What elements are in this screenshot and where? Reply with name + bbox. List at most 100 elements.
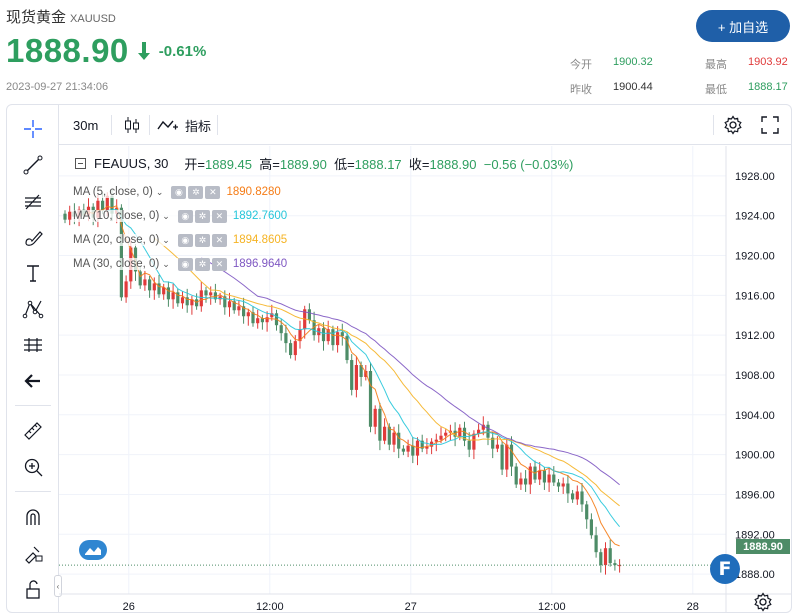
candle-body (340, 332, 344, 337)
ma-label: MA (30, close, 0) (73, 258, 160, 270)
lock-draw-icon[interactable] (17, 539, 49, 567)
candle-body (439, 435, 443, 440)
add-watchlist-button[interactable]: + 加自选 (696, 10, 790, 42)
candle-body (430, 441, 434, 447)
low-value: 1888.17 (354, 157, 402, 172)
ma-label: MA (20, close, 0) (73, 234, 160, 246)
ma-row-10[interactable]: MA (10, close, 0) ⌄ ◉ ✲ ✕ 1892.7600 (73, 207, 287, 225)
candle-body (162, 287, 166, 295)
candle-body (270, 313, 274, 318)
pattern-icon[interactable] (17, 295, 49, 323)
forecast-icon[interactable] (17, 331, 49, 359)
indicators-button[interactable]: 指标 (157, 113, 211, 137)
stat-low: 最低 1888.17 (705, 81, 788, 97)
price-row: 1888.90 -0.61% (6, 32, 206, 70)
interval-selector[interactable]: 30m (73, 117, 99, 133)
ma-line-5 (83, 205, 620, 547)
collapse-toolbar-handle[interactable]: ‹ (54, 575, 62, 597)
tradingview-logo-icon[interactable] (79, 540, 107, 560)
candle-body (284, 333, 288, 344)
magnet-icon[interactable] (17, 503, 49, 531)
candle-body (157, 283, 161, 295)
ma-row-5[interactable]: MA (5, close, 0) ⌄ ◉ ✲ ✕ 1890.8280 (73, 183, 281, 201)
stat-value: 1900.44 (613, 81, 653, 93)
stat-label: 昨收 (570, 84, 592, 96)
unlock-icon[interactable] (17, 575, 49, 603)
open-label: 开= (184, 157, 206, 172)
candle-body (265, 317, 269, 323)
candle-body (373, 408, 377, 427)
chevron-down-icon[interactable]: ⌄ (162, 258, 170, 269)
eye-icon[interactable]: ◉ (177, 233, 193, 247)
last-price-label: 1888.90 (736, 539, 790, 554)
candle-body (519, 478, 523, 485)
y-tick-label: 1904.00 (735, 410, 775, 422)
eye-icon[interactable]: ◉ (177, 209, 193, 223)
trend-line-icon[interactable] (17, 151, 49, 179)
axis-settings-gear-icon[interactable] (753, 592, 773, 612)
stat-high: 最高 1903.92 (705, 56, 788, 72)
candle-body (594, 535, 598, 553)
legend-collapse-icon[interactable] (75, 158, 86, 169)
chevron-down-icon[interactable]: ⌄ (162, 234, 170, 245)
candle-body (279, 325, 283, 334)
toolbar-divider (217, 115, 218, 135)
candle-body (246, 312, 250, 317)
close-icon[interactable]: ✕ (211, 257, 227, 271)
chart-pane[interactable]: 1928.00 1924.00 1920.00 1916.00 1912.00 1908.… (59, 146, 791, 613)
candle-body (552, 474, 556, 483)
stat-label: 最高 (705, 59, 727, 71)
stat-open: 今开 1900.32 (570, 56, 653, 72)
candle-body (387, 426, 391, 445)
brush-icon[interactable] (17, 223, 49, 251)
candle-body (326, 329, 330, 342)
candle-body (364, 370, 368, 377)
text-icon[interactable] (17, 259, 49, 287)
ma-value: 1896.9640 (232, 258, 288, 270)
eye-icon[interactable]: ◉ (171, 185, 187, 199)
settings-gear-icon[interactable] (723, 113, 743, 137)
candle-body (180, 297, 185, 304)
y-tick-label: 1896.00 (735, 489, 775, 501)
candle-body (148, 279, 152, 291)
eye-icon[interactable]: ◉ (177, 257, 193, 271)
close-icon[interactable]: ✕ (211, 233, 227, 247)
candle-body (444, 432, 448, 436)
fullscreen-icon[interactable] (761, 113, 779, 137)
back-arrow-icon[interactable] (17, 367, 49, 395)
candle-type-icon[interactable] (123, 113, 141, 137)
chevron-down-icon[interactable]: ⌄ (155, 186, 164, 197)
ma-row-20[interactable]: MA (20, close, 0) ⌄ ◉ ✲ ✕ 1894.8605 (73, 231, 287, 249)
candle-body (524, 478, 528, 485)
low-label: 低= (334, 157, 355, 172)
candle-body (124, 281, 128, 298)
gear-icon[interactable]: ✲ (194, 233, 210, 247)
x-tick-label: 27 (405, 601, 417, 613)
candle-body (110, 195, 114, 214)
stat-value: 1903.92 (748, 56, 788, 68)
candle-body (505, 444, 509, 470)
ma-value: 1892.7600 (232, 210, 288, 222)
indicators-icon (157, 120, 178, 130)
gear-icon[interactable]: ✲ (194, 257, 210, 271)
chevron-down-icon[interactable]: ⌄ (162, 210, 170, 221)
gear-icon[interactable]: ✲ (188, 185, 204, 199)
stat-value: 1900.32 (613, 56, 653, 68)
ma-row-30[interactable]: MA (30, close, 0) ⌄ ◉ ✲ ✕ 1896.9640 (73, 255, 287, 273)
close-icon[interactable]: ✕ (211, 209, 227, 223)
candle-body (589, 519, 593, 536)
close-icon[interactable]: ✕ (205, 185, 221, 199)
fib-icon[interactable] (17, 187, 49, 215)
ma-line-10 (107, 208, 620, 528)
ma-value: 1894.8605 (232, 234, 288, 246)
high-label: 高= (259, 157, 280, 172)
gear-icon[interactable]: ✲ (194, 209, 210, 223)
crosshair-icon[interactable] (17, 115, 49, 143)
ruler-icon[interactable] (17, 417, 49, 445)
zoom-in-icon[interactable] (17, 453, 49, 481)
candle-body (608, 548, 612, 564)
candle-body (618, 565, 622, 567)
candle-body (561, 483, 565, 487)
brand-f-icon: F (710, 554, 740, 584)
candle-body (500, 444, 504, 470)
